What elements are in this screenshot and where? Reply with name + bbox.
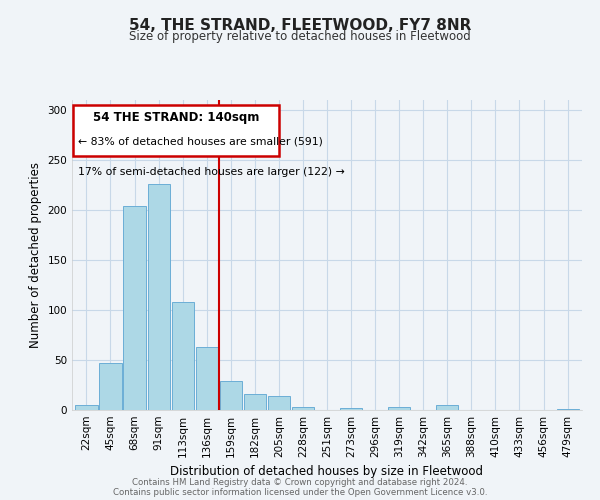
Text: 17% of semi-detached houses are larger (122) →: 17% of semi-detached houses are larger (… [79, 167, 345, 177]
Bar [100, 363, 122, 410]
Bar [340, 408, 362, 410]
Bar [124, 206, 146, 410]
Bar [557, 409, 578, 410]
Text: 54 THE STRAND: 140sqm: 54 THE STRAND: 140sqm [93, 111, 259, 124]
FancyBboxPatch shape [73, 105, 279, 156]
Bar [220, 381, 242, 410]
Text: 54, THE STRAND, FLEETWOOD, FY7 8NR: 54, THE STRAND, FLEETWOOD, FY7 8NR [129, 18, 471, 32]
Bar [436, 405, 458, 410]
Text: Size of property relative to detached houses in Fleetwood: Size of property relative to detached ho… [129, 30, 471, 43]
X-axis label: Distribution of detached houses by size in Fleetwood: Distribution of detached houses by size … [170, 466, 484, 478]
Bar [76, 405, 98, 410]
Text: Contains HM Land Registry data © Crown copyright and database right 2024.: Contains HM Land Registry data © Crown c… [132, 478, 468, 487]
Bar [292, 407, 314, 410]
Text: Contains public sector information licensed under the Open Government Licence v3: Contains public sector information licen… [113, 488, 487, 497]
Text: ← 83% of detached houses are smaller (591): ← 83% of detached houses are smaller (59… [79, 136, 323, 146]
Bar [244, 394, 266, 410]
Y-axis label: Number of detached properties: Number of detached properties [29, 162, 42, 348]
Bar [268, 396, 290, 410]
Bar [148, 184, 170, 410]
Bar [172, 302, 194, 410]
Bar [196, 347, 218, 410]
Bar [388, 407, 410, 410]
